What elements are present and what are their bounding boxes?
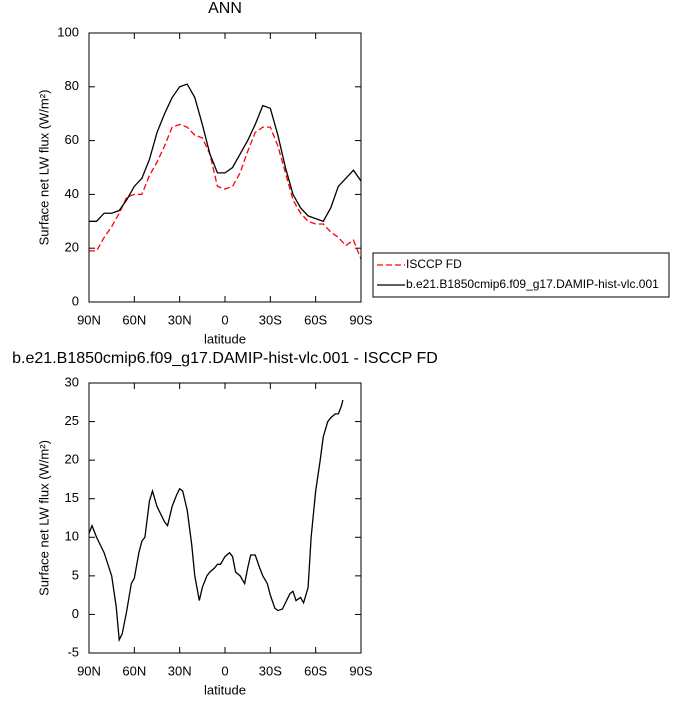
legend-label: b.e21.B1850cmip6.f09_g17.DAMIP-hist-vlc.… <box>406 277 659 291</box>
y-tick-label: 15 <box>65 490 79 505</box>
x-tick-label: 90S <box>349 663 372 678</box>
legend-box <box>372 252 670 298</box>
y-tick-label: 100 <box>57 24 79 39</box>
y-axis-label: Surface net LW flux (W/m²) <box>36 440 51 596</box>
x-axis-label: latitude <box>204 331 246 346</box>
plot-frame <box>88 32 362 303</box>
y-tick-label: 80 <box>65 78 79 93</box>
y-axis-label: Surface net LW flux (W/m²) <box>36 90 51 246</box>
legend-label: ISCCP FD <box>406 257 462 271</box>
chart-title: ANN <box>208 0 242 17</box>
x-tick-label: 60N <box>122 312 146 327</box>
plot-frame <box>88 382 362 654</box>
x-tick-label: 60N <box>122 663 146 678</box>
y-tick-label: 25 <box>65 413 79 428</box>
data-line <box>89 123 362 260</box>
y-tick-label: 20 <box>65 240 79 255</box>
chart-title: b.e21.B1850cmip6.f09_g17.DAMIP-hist-vlc.… <box>12 350 438 367</box>
x-tick-label: 90N <box>77 663 101 678</box>
y-tick-label: 0 <box>72 293 79 308</box>
x-tick-label: 60S <box>304 663 327 678</box>
x-tick-label: 0 <box>221 663 228 678</box>
y-tick-label: 30 <box>65 374 79 389</box>
x-tick-label: 90S <box>349 312 372 327</box>
x-axis-label: latitude <box>204 682 246 697</box>
x-tick-label: 30N <box>168 663 192 678</box>
y-tick-label: 60 <box>65 132 79 147</box>
x-tick-label: 0 <box>221 312 228 327</box>
y-tick-label: 40 <box>65 186 79 201</box>
y-tick-label: 5 <box>72 567 79 582</box>
x-tick-label: 90N <box>77 312 101 327</box>
data-line <box>88 399 344 643</box>
y-tick-label: 10 <box>65 529 79 544</box>
x-tick-label: 60S <box>304 312 327 327</box>
x-tick-label: 30N <box>168 312 192 327</box>
x-tick-label: 30S <box>259 312 282 327</box>
x-tick-label: 30S <box>259 663 282 678</box>
y-tick-label: -5 <box>67 644 79 659</box>
y-tick-label: 0 <box>72 606 79 621</box>
y-tick-label: 20 <box>65 452 79 467</box>
data-line <box>89 83 362 223</box>
